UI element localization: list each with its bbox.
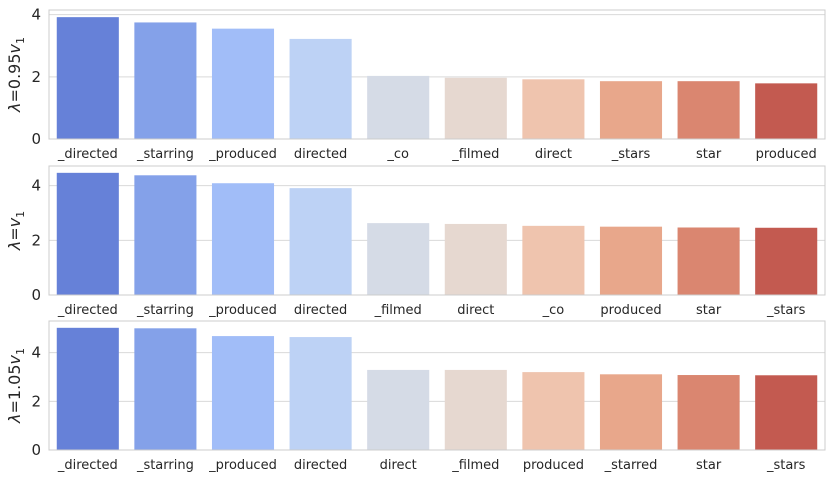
panel-3: 0 2 4 _directed _starring _produced directed di…: [5, 320, 826, 473]
panel-2: 0 2 4 _directed _starring _produced directed _f…: [5, 165, 826, 318]
bar: [211, 183, 275, 295]
x-tick-label: _starring: [136, 147, 194, 162]
x-tick-label: _starring: [136, 303, 194, 318]
bar: [677, 375, 740, 450]
bar: [444, 369, 507, 450]
bar: [289, 188, 352, 295]
x-tick-label: _directed: [57, 303, 118, 318]
x-tick-label: _co: [386, 147, 409, 162]
x-tick-label: _stars: [766, 458, 806, 473]
x-tick-label: direct: [535, 147, 572, 162]
x-tick-label: directed: [294, 147, 347, 162]
bar: [755, 227, 818, 295]
x-tick-label: direct: [457, 303, 494, 318]
y-tick-label: 2: [31, 68, 41, 86]
x-tick-label: produced: [523, 458, 584, 473]
bar: [367, 369, 430, 450]
x-tick-label: _produced: [208, 458, 277, 473]
bar: [289, 38, 352, 139]
axes-frame: [48, 320, 826, 451]
x-tick-label: star: [696, 458, 722, 473]
bar: [134, 328, 197, 450]
y-tick-label: 4: [31, 344, 41, 362]
x-tick-label: _stars: [611, 147, 651, 162]
x-tick-label: star: [696, 303, 722, 318]
bar: [522, 79, 585, 139]
x-tick-label: _filmed: [374, 303, 422, 318]
bar: [134, 22, 197, 140]
y-tick-label: 2: [31, 392, 41, 410]
x-tick-label: _stars: [766, 303, 806, 318]
x-tick-label: _directed: [57, 147, 118, 162]
x-tick-label: _produced: [208, 147, 277, 162]
bar: [444, 77, 507, 139]
x-tick-label: _starring: [136, 458, 194, 473]
axes-frame: [48, 165, 826, 296]
y-tick-label: 0: [31, 286, 41, 304]
y-tick-label: 2: [31, 231, 41, 249]
y-axis-label: λ=0.95v1: [5, 37, 27, 113]
panel-1: 0 2 4 _directed _starring _produced directed _c…: [5, 6, 826, 162]
bar: [367, 223, 430, 295]
x-tick-label: _starred: [604, 458, 658, 473]
bar: [677, 81, 740, 139]
x-tick-label: _directed: [57, 458, 118, 473]
bar: [677, 227, 740, 295]
y-axis-label: λ=1.05v1: [5, 348, 27, 424]
x-tick-label: _filmed: [451, 458, 499, 473]
x-tick-label: directed: [294, 458, 347, 473]
x-tick-label: _co: [542, 303, 565, 318]
y-tick-label: 0: [31, 441, 41, 459]
y-axis-label: λ=v1: [5, 211, 27, 251]
y-tick-label: 4: [31, 6, 41, 24]
bar: [599, 374, 663, 450]
axes-frame: [48, 9, 826, 140]
bar: [522, 372, 585, 450]
bar: [211, 336, 275, 450]
x-tick-label: directed: [294, 303, 347, 318]
x-tick-label: direct: [380, 458, 417, 473]
bar: [444, 223, 507, 295]
bar: [211, 28, 275, 139]
x-tick-label: _filmed: [451, 147, 499, 162]
bar: [367, 75, 430, 139]
x-tick-label: produced: [600, 303, 661, 318]
bar: [289, 337, 352, 450]
bar: [56, 17, 119, 139]
bar: [56, 172, 119, 295]
bar: [56, 327, 119, 450]
bar: [522, 225, 585, 295]
bar: [755, 83, 818, 139]
bar: [599, 226, 663, 295]
y-tick-label: 0: [31, 130, 41, 148]
bar: [755, 375, 818, 450]
x-tick-label: _produced: [208, 303, 277, 318]
bar: [599, 81, 663, 139]
y-tick-label: 4: [31, 177, 41, 195]
x-tick-label: produced: [756, 147, 817, 162]
x-tick-label: star: [696, 147, 722, 162]
bar: [134, 175, 197, 295]
